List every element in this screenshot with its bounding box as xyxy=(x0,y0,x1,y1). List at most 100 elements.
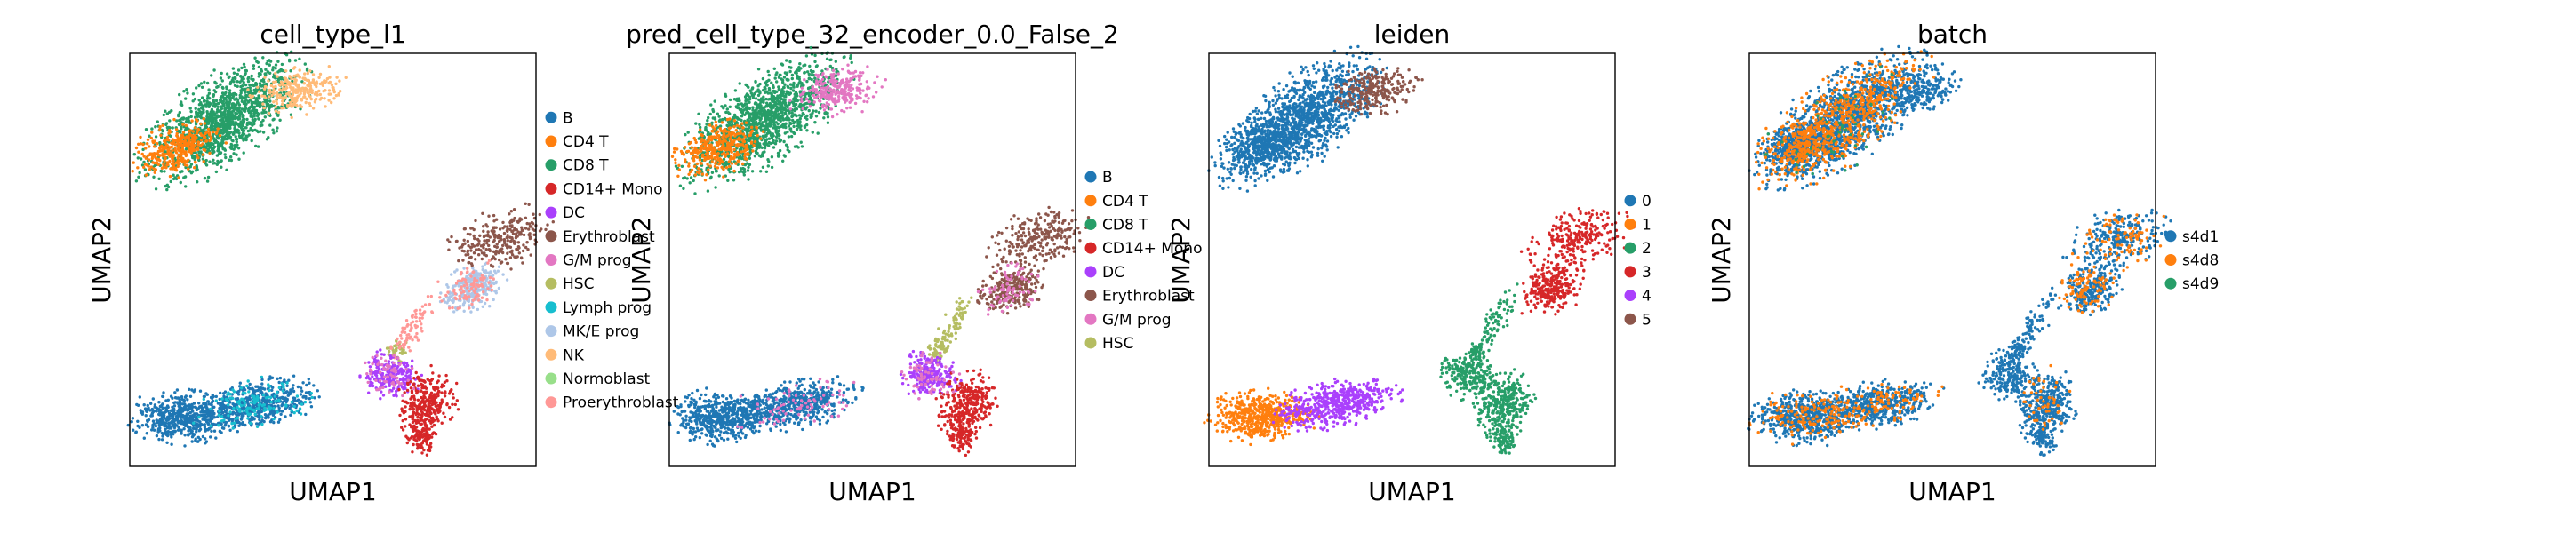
point-cd8-t xyxy=(278,118,282,122)
point-nk xyxy=(263,84,268,89)
point-nk xyxy=(317,76,321,80)
point-proerythroblast xyxy=(408,329,412,333)
point-cd14-mono xyxy=(409,436,413,440)
point-dc xyxy=(387,378,390,381)
point-proerythroblast xyxy=(473,290,477,295)
point-nk xyxy=(316,93,319,97)
point-cd8-t xyxy=(230,103,235,107)
point-cd8-t xyxy=(228,102,231,107)
point-cd14-mono xyxy=(414,412,418,417)
point-cd4-t xyxy=(202,160,205,163)
point-cd8-t xyxy=(276,60,280,63)
point-cd8-t xyxy=(249,129,252,132)
point-b xyxy=(138,426,141,429)
point-b xyxy=(220,402,224,405)
point-b xyxy=(164,433,168,436)
point-cd14-mono xyxy=(425,426,429,430)
point-cd14-mono xyxy=(436,379,440,383)
point-b xyxy=(188,387,191,391)
point-nk xyxy=(318,72,323,76)
point-g-m-prog xyxy=(386,367,389,370)
point-nk xyxy=(281,96,284,99)
point-cd14-mono xyxy=(419,405,422,409)
point-lymph-prog xyxy=(295,409,299,413)
point-cd8-t xyxy=(235,112,239,115)
point-lymph-prog xyxy=(237,399,242,403)
point-b xyxy=(244,423,247,427)
point-lymph-prog xyxy=(239,386,244,390)
point-cd14-mono xyxy=(423,432,427,436)
point-cd14-mono xyxy=(417,412,420,416)
point-b xyxy=(178,403,181,407)
point-cd8-t xyxy=(236,108,240,113)
point-nk xyxy=(315,97,318,101)
point-proerythroblast xyxy=(400,337,404,340)
point-cd14-mono xyxy=(440,391,444,394)
point-cd4-t xyxy=(181,131,186,134)
point-cd8-t xyxy=(237,115,242,118)
point-cd4-t xyxy=(171,148,174,153)
point-cd8-t xyxy=(229,142,233,147)
point-b xyxy=(289,413,292,417)
point-mk-e-prog xyxy=(484,292,488,297)
point-nk xyxy=(268,95,271,99)
point-g-m-prog xyxy=(396,356,400,360)
point-cd8-t xyxy=(232,107,236,110)
point-cd8-t xyxy=(242,77,245,81)
point-cd8-t xyxy=(217,122,220,125)
point-erythroblast xyxy=(492,238,496,243)
point-g-m-prog xyxy=(371,362,374,366)
point-cd14-mono xyxy=(398,413,402,418)
point-cd4-t xyxy=(159,149,163,153)
point-cd14-mono xyxy=(433,387,437,392)
point-cd8-t xyxy=(236,68,241,72)
panel-1: pred_cell_type_32_encoder_0.0_False_2UMA… xyxy=(626,20,1202,506)
point-cd8-t xyxy=(216,101,220,106)
point-b xyxy=(146,425,150,428)
point-b xyxy=(280,403,284,408)
point-cd14-mono xyxy=(430,425,434,428)
point-lymph-prog xyxy=(217,413,220,417)
point-dc xyxy=(396,366,399,370)
point-proerythroblast xyxy=(402,346,405,349)
point-proerythroblast xyxy=(411,313,415,317)
point-cd8-t xyxy=(783,131,787,135)
point-b xyxy=(144,414,148,418)
point-b xyxy=(248,382,252,386)
point-proerythroblast xyxy=(448,306,452,310)
point-cd4-t xyxy=(203,135,206,139)
point-nk xyxy=(293,66,297,69)
point-cd8-t xyxy=(232,71,236,75)
point-b xyxy=(183,444,187,448)
point-cd8-t xyxy=(268,108,271,113)
point-g-m-prog xyxy=(380,356,383,360)
point-cd8-t xyxy=(252,105,257,109)
point-nk xyxy=(276,93,279,97)
point-b xyxy=(180,409,183,412)
point-cd8-t xyxy=(215,154,220,157)
point-cd8-t xyxy=(144,128,148,131)
point-proerythroblast xyxy=(480,282,484,286)
point-cd8-t xyxy=(248,83,252,87)
point-b xyxy=(230,418,234,421)
point-dc xyxy=(367,361,371,364)
point-erythroblast xyxy=(517,219,522,223)
point-cd8-t xyxy=(193,97,197,101)
point-cd8-t xyxy=(220,94,225,99)
point-proerythroblast xyxy=(466,286,469,290)
point-cd8-t xyxy=(253,91,257,95)
point-cd8-t xyxy=(228,96,231,99)
point-cd8-t xyxy=(228,75,231,79)
point-proerythroblast xyxy=(476,283,480,287)
point-cd8-t xyxy=(254,82,259,86)
point-cd8-t xyxy=(134,179,139,183)
point-proerythroblast xyxy=(476,298,481,302)
point-cd8-t xyxy=(231,76,235,80)
point-mk-e-prog xyxy=(452,310,456,314)
point-cd8-t xyxy=(230,123,234,126)
point-cd14-mono xyxy=(420,383,425,387)
point-cd8-t xyxy=(249,89,252,92)
point-cd8-t xyxy=(220,144,223,148)
point-cd8-t xyxy=(257,65,261,69)
point-cd8-t xyxy=(200,96,204,99)
